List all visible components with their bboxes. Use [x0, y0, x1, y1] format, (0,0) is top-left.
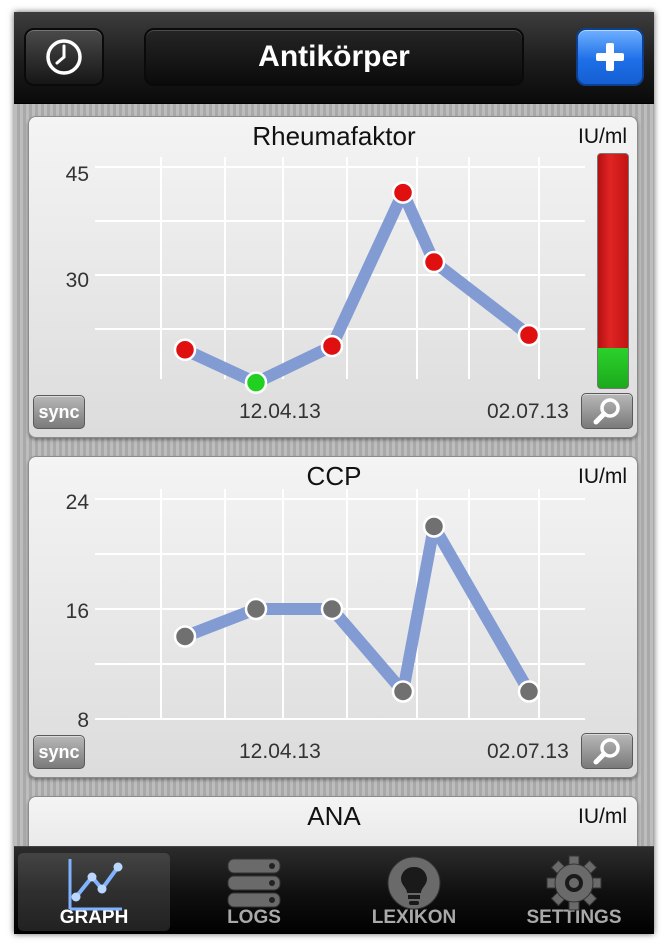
data-point[interactable]: [391, 181, 415, 204]
data-point[interactable]: [517, 323, 541, 347]
data-point[interactable]: [320, 334, 344, 358]
plus-icon: [596, 43, 624, 71]
tab-logs[interactable]: LOGS: [178, 853, 330, 931]
data-point[interactable]: [391, 680, 415, 703]
app-screen: Antikörper Rheumafaktor IU/ml 45 30 12.0…: [14, 12, 654, 934]
page-title: Antikörper: [144, 28, 524, 86]
ccp-chart: [95, 489, 585, 720]
sync-button[interactable]: sync: [33, 735, 85, 769]
tab-label: SETTINGS: [526, 907, 622, 928]
data-point[interactable]: [422, 250, 446, 274]
lightbulb-icon: [387, 856, 441, 910]
card-unit: IU/ml: [578, 805, 627, 828]
x-tick-label-end: 02.07.13: [487, 740, 569, 763]
zoom-button[interactable]: [581, 393, 633, 429]
tab-graph[interactable]: GRAPH: [18, 853, 170, 931]
magnifier-icon: [593, 398, 620, 425]
card-unit: IU/ml: [578, 465, 627, 488]
reference-range-bar: [597, 153, 629, 389]
card-title: Rheumafaktor: [252, 121, 416, 151]
tab-bar: GRAPH LOGS LEXIKON: [14, 846, 654, 934]
y-tick-label: 45: [65, 163, 89, 186]
zoom-button[interactable]: [581, 733, 633, 769]
logs-icon: [227, 858, 281, 908]
add-button[interactable]: [576, 28, 644, 86]
data-point[interactable]: [422, 515, 446, 538]
x-tick-label-end: 02.07.13: [487, 400, 569, 423]
gear-icon: [546, 855, 602, 911]
x-tick-label-start: 12.04.13: [239, 740, 321, 763]
graph-icon: [68, 859, 123, 911]
card-title: ANA: [307, 801, 361, 831]
y-tick-label: 30: [65, 269, 89, 292]
chart-card-ana: ANA IU/ml: [28, 796, 638, 846]
chart-list[interactable]: Rheumafaktor IU/ml 45 30 12.04.13 02.07.…: [14, 104, 654, 846]
tab-label: LOGS: [227, 907, 281, 928]
card-title: CCP: [306, 461, 362, 491]
chart-card-ccp: CCP IU/ml 24 16 8 12.04.13 02.07.13 sync: [28, 456, 638, 778]
card-unit: IU/ml: [578, 125, 627, 148]
magnifier-icon: [593, 738, 620, 765]
clock-icon: [46, 39, 82, 75]
chart-grid: [95, 157, 585, 379]
tab-label: LEXIKON: [371, 907, 457, 928]
x-tick-label-start: 12.04.13: [239, 400, 321, 423]
tab-lexikon[interactable]: LEXIKON: [338, 853, 490, 931]
rheumafaktor-chart: [95, 157, 585, 394]
nav-bar: Antikörper: [14, 12, 654, 104]
y-tick-label: 16: [65, 600, 89, 623]
data-point[interactable]: [173, 625, 197, 648]
series-line: [179, 186, 535, 389]
chart-card-rheumafaktor: Rheumafaktor IU/ml 45 30 12.04.13 02.07.…: [28, 116, 638, 438]
range-normal-zone: [598, 348, 628, 388]
data-point[interactable]: [320, 597, 344, 621]
tab-settings[interactable]: SETTINGS: [498, 853, 650, 931]
sync-button[interactable]: sync: [33, 395, 85, 429]
data-point[interactable]: [173, 338, 197, 362]
data-point[interactable]: [244, 597, 268, 621]
data-point[interactable]: [517, 680, 541, 703]
tab-label: GRAPH: [59, 907, 129, 928]
history-button[interactable]: [24, 28, 104, 86]
data-point[interactable]: [244, 371, 268, 394]
y-tick-label: 8: [77, 709, 89, 732]
y-tick-label: 24: [65, 491, 89, 514]
series-line: [179, 520, 535, 698]
